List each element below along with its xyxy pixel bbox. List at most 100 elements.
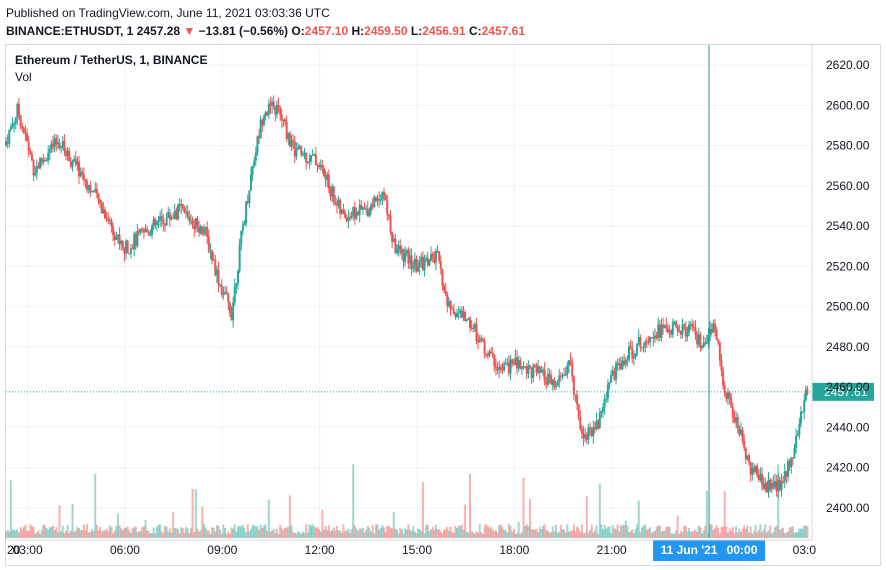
candle-body xyxy=(725,392,728,399)
volume-bar xyxy=(358,528,361,538)
volume-bar xyxy=(545,530,548,538)
volume-bar xyxy=(431,526,434,538)
candle-body xyxy=(746,455,749,460)
candle-body xyxy=(574,394,577,396)
candle-body xyxy=(285,121,288,139)
volume-bar xyxy=(175,528,178,538)
volume-bar xyxy=(530,529,533,538)
volume-bar xyxy=(806,525,809,538)
volume-bar xyxy=(746,525,749,538)
volume-bar xyxy=(501,527,504,538)
candle-body xyxy=(590,429,593,437)
volume-bar xyxy=(334,530,337,538)
candle-body xyxy=(699,334,702,348)
volume-bar xyxy=(642,525,645,538)
volume-bar xyxy=(256,526,259,538)
volume-bar xyxy=(274,532,277,538)
volume-bar xyxy=(284,527,287,538)
candle-body xyxy=(420,256,423,262)
candle-body xyxy=(801,411,804,413)
candle-body xyxy=(556,382,559,386)
candle-body xyxy=(684,326,687,337)
candle-body xyxy=(576,394,579,405)
volume-bar xyxy=(316,526,319,538)
candle-body xyxy=(718,342,721,361)
volume-bar xyxy=(170,532,173,538)
candle-body xyxy=(48,148,51,153)
volume-bar xyxy=(765,532,768,538)
candle-body xyxy=(507,363,510,374)
volume-bar xyxy=(728,528,731,538)
candle-body xyxy=(582,433,585,439)
volume-bar xyxy=(584,533,587,538)
close-label: C: xyxy=(468,24,482,38)
volume-bar xyxy=(493,531,496,538)
candle-body xyxy=(678,330,681,332)
volume-bar xyxy=(301,531,304,538)
volume-bar xyxy=(357,530,360,538)
volume-bar xyxy=(65,530,68,538)
volume-bar xyxy=(462,529,465,538)
volume-bar xyxy=(433,529,436,538)
candle-body xyxy=(443,286,446,291)
candle-body xyxy=(600,411,603,413)
volume-bar xyxy=(30,526,33,538)
candle-body xyxy=(185,211,188,213)
candle-body xyxy=(353,207,356,219)
open-label: O: xyxy=(291,24,305,38)
volume-bar xyxy=(490,526,493,538)
candle-body xyxy=(290,140,293,147)
volume-bar xyxy=(574,531,577,538)
volume-bar xyxy=(21,529,24,538)
volume-bar xyxy=(551,526,554,538)
candle-body xyxy=(715,329,718,340)
candle-body xyxy=(391,232,394,242)
candle-body xyxy=(710,328,713,333)
volume-bar xyxy=(113,530,116,538)
volume-bar xyxy=(400,529,403,538)
candle-body xyxy=(404,253,407,262)
candle-body xyxy=(775,481,778,492)
volume-bar xyxy=(47,529,50,538)
volume-bar xyxy=(245,532,248,538)
candle-body xyxy=(230,313,233,321)
candle-body xyxy=(386,200,389,215)
candle-body xyxy=(723,385,726,393)
volume-bar xyxy=(86,524,89,538)
candle-body xyxy=(107,218,110,221)
candle-body xyxy=(238,244,241,271)
candle-body xyxy=(772,482,775,488)
candle-body xyxy=(155,221,158,225)
volume-bar xyxy=(238,525,241,538)
chart-frame[interactable] xyxy=(5,44,881,566)
volume-bar xyxy=(472,532,475,538)
candle-body xyxy=(163,223,166,226)
volume-bar xyxy=(22,526,25,538)
volume-bar xyxy=(201,506,204,538)
volume-bar xyxy=(563,529,566,538)
volume-bar xyxy=(53,530,56,538)
time-highlight-date: 11 Jun '21 xyxy=(661,543,718,557)
volume-bar xyxy=(90,529,93,538)
volume-bar xyxy=(360,528,363,538)
volume-bar xyxy=(712,530,715,538)
volume-bar xyxy=(668,526,671,538)
volume-bar xyxy=(363,532,366,538)
candle-body xyxy=(251,165,254,175)
volume-bar xyxy=(340,532,343,538)
volume-bar xyxy=(120,528,123,538)
candle-body xyxy=(228,302,231,314)
candle-body xyxy=(9,127,12,131)
volume-bar xyxy=(447,530,450,538)
candle-body xyxy=(53,138,56,148)
candle-body xyxy=(663,325,666,328)
candle-body xyxy=(125,240,128,254)
volume-bar xyxy=(532,528,535,538)
candle-body xyxy=(616,363,619,366)
volume-bar xyxy=(313,526,316,538)
volume-bar xyxy=(524,525,527,538)
volume-bar xyxy=(525,524,528,538)
candle-body xyxy=(697,334,700,345)
volume-bar xyxy=(764,524,767,538)
